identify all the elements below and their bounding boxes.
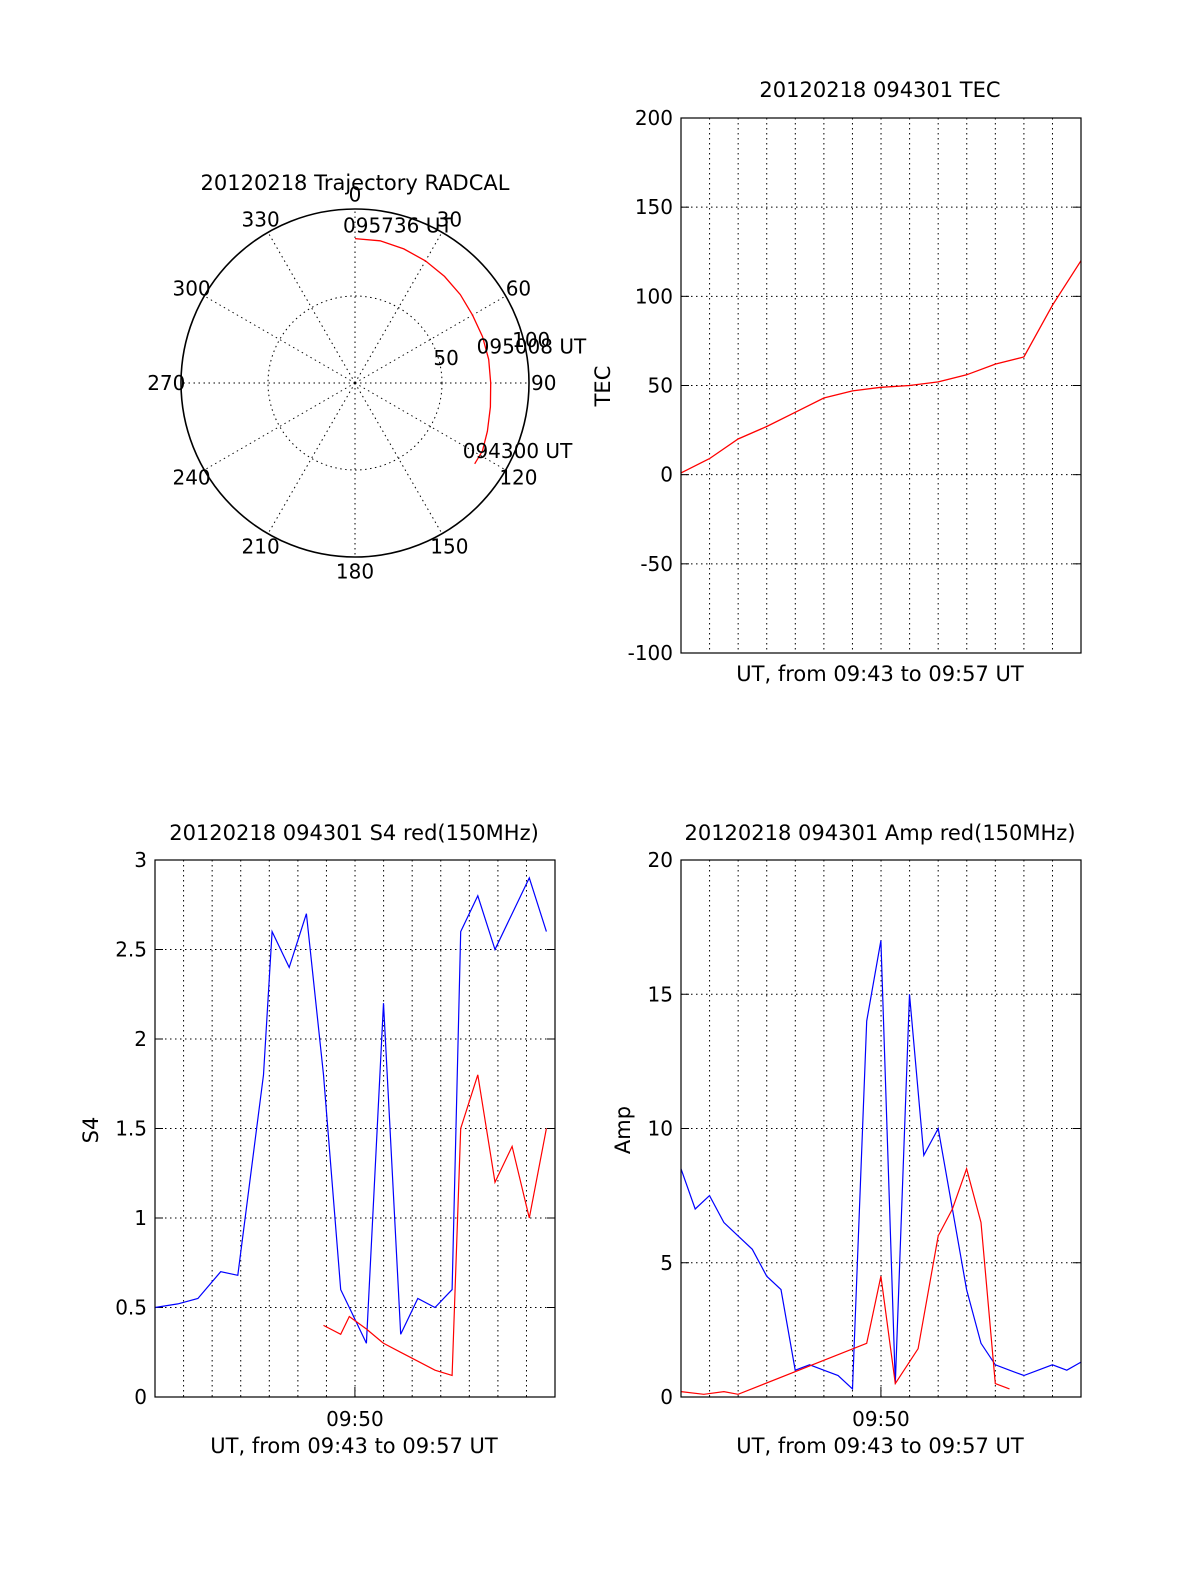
y-tick-label: -100 [628,641,673,665]
trajectory-annotation: 095736 UT [343,214,453,238]
angle-label: 150 [430,534,468,558]
amp-x-label: UT, from 09:43 to 09:57 UT [736,1434,1024,1458]
y-tick-label: 0 [134,1385,147,1409]
tec-grid [681,118,1081,653]
polar-spoke [267,232,356,384]
y-tick-label: 2 [134,1027,147,1051]
tec-title: 20120218 094301 TEC [759,78,1000,102]
tec-y-label: TEC [591,366,615,408]
polar-spoke [354,232,443,384]
amp-x-ticks: 09:50 [852,1387,910,1431]
tec-series-line [680,260,1082,474]
y-tick-label: 1 [134,1206,147,1230]
s4-blue-series [154,876,547,1344]
s4-frame [154,859,556,1398]
amp-grid [681,860,1081,1397]
angle-label: 90 [531,371,556,395]
amp-title: 20120218 094301 Amp red(150MHz) [684,821,1075,845]
polar-spoke [267,382,356,534]
y-tick-label: 100 [635,284,673,308]
trajectory-annotation: 095008 UT [477,334,587,358]
y-tick-label: 0 [660,463,673,487]
y-tick-label: 20 [648,848,673,872]
amp-chart: 20120218 094301 Amp red(150MHz) 0 5 10 15 20… [611,821,1082,1458]
x-tick-label: 09:50 [326,1407,384,1431]
y-tick-label: 50 [648,374,673,398]
polar-spoke [354,382,506,471]
amp-y-ticks: 0 5 10 15 20 [648,848,1081,1409]
trajectory-annotation: 094300 UT [463,439,573,463]
s4-red-series [323,1074,547,1377]
polar-spoke [204,295,356,384]
amp-frame [680,859,1082,1398]
angle-label: 210 [242,534,280,558]
trajectory-annotations: 095736 UT 095008 UT 094300 UT [343,214,587,463]
y-tick-label: 200 [635,106,673,130]
polar-spoke [354,295,506,384]
angle-label: 0 [349,182,362,206]
y-tick-label: 1.5 [115,1117,147,1141]
y-tick-label: 15 [648,982,673,1006]
s4-grid [155,860,555,1397]
polar-spoke [204,382,356,471]
outer-circle [180,208,530,558]
y-tick-label: 0.5 [115,1296,147,1320]
polar-grid [181,209,529,557]
s4-title: 20120218 094301 S4 red(150MHz) [169,821,539,845]
y-tick-label: 3 [134,848,147,872]
angle-label: 300 [172,277,210,301]
angle-label: 240 [172,465,210,489]
s4-x-ticks: 09:50 [326,1387,384,1431]
tec-frame [680,117,1082,654]
y-tick-label: 10 [648,1117,673,1141]
s4-y-label: S4 [79,1117,103,1144]
trajectory-polar-plot: 20120218 Trajectory RADCAL 0 30 60 90 120 150… [147,171,587,584]
angle-label: 120 [499,465,537,489]
x-tick-label: 09:50 [852,1407,910,1431]
s4-y-ticks: 0 0.5 1 1.5 2 2.5 3 [115,848,555,1409]
amp-y-label: Amp [611,1106,635,1154]
y-tick-label: 2.5 [115,938,147,962]
trajectory-title: 20120218 Trajectory RADCAL [201,171,510,195]
tec-y-ticks: -100 -50 0 50 100 150 200 [628,106,1081,665]
y-tick-label: 0 [660,1385,673,1409]
y-tick-label: 5 [660,1251,673,1275]
angle-label: 330 [242,208,280,232]
radius-labels: 50 100 [433,328,550,370]
polar-spoke [354,382,443,534]
polar-ring-50 [267,295,443,471]
trajectory-line [354,237,492,465]
amp-blue-series [680,940,1082,1391]
y-tick-label: -50 [640,552,673,576]
amp-red-series [680,1166,1010,1395]
radius-label: 50 [433,346,458,370]
tec-chart: 20120218 094301 TEC -100-50050100150200 … [591,78,1082,686]
angle-label: 60 [506,277,531,301]
angle-labels: 0 30 60 90 120 150 180 210 240 270 300 330 [147,182,556,583]
angle-label: 180 [336,560,374,584]
tec-x-label: UT, from 09:43 to 09:57 UT [736,662,1024,686]
s4-x-label: UT, from 09:43 to 09:57 UT [210,1434,498,1458]
angle-label: 30 [437,208,462,232]
radius-label: 100 [512,328,550,352]
y-tick-label: 150 [635,195,673,219]
angle-label: 270 [147,371,185,395]
s4-chart: 20120218 094301 S4 red(150MHz) 0 0.5 1 1.5 2… [79,821,556,1458]
